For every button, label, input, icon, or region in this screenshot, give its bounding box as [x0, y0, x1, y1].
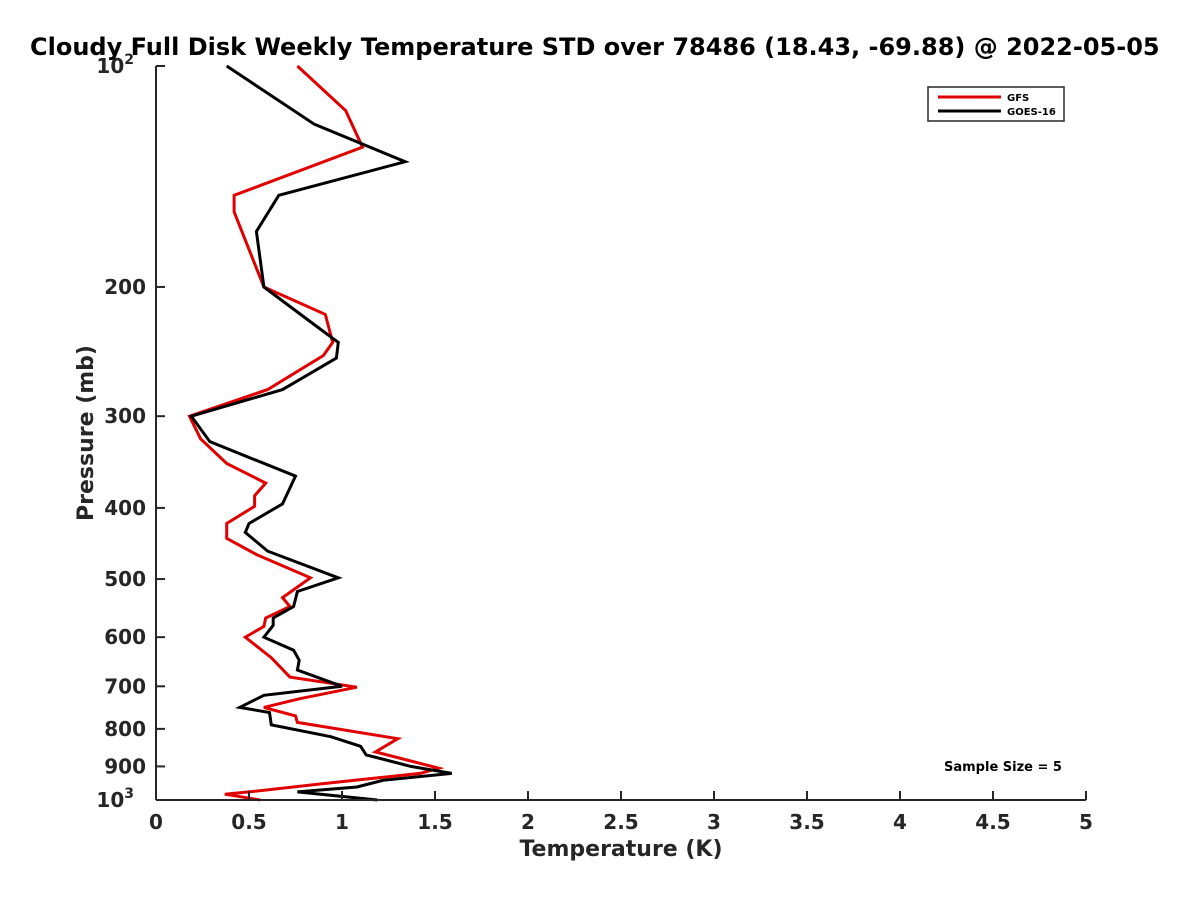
x-tick-label: 1: [335, 810, 349, 834]
series-layer: [187, 64, 452, 802]
x-tick-label: 2: [521, 810, 535, 834]
x-tick-label: 3.5: [789, 810, 824, 834]
x-tick-label: 0.5: [231, 810, 266, 834]
y-tick-label: 102: [96, 52, 134, 78]
legend-box: [927, 86, 1065, 122]
axes-layer: 0 0.5 1 1.5 2 2.5 3 3.5 4 4.5 5 102 200 300 400 500 600 7…: [96, 52, 1093, 834]
x-axis-label: Temperature (K): [519, 837, 722, 862]
y-tick-label: 900: [104, 754, 146, 778]
x-tick-label: 3: [707, 810, 721, 834]
text-layer: Cloudy Full Disk Weekly Temperature STD …: [30, 33, 1160, 862]
x-tick-label: 4: [893, 810, 907, 834]
y-tick-label: 500: [104, 567, 146, 591]
legend-entry: GOES-16: [1007, 107, 1056, 118]
y-tick-label: 800: [104, 717, 146, 741]
y-tick-label: 300: [104, 404, 146, 428]
y-axis-label: Pressure (mb): [74, 345, 99, 521]
y-tick-label: 200: [104, 275, 146, 299]
legend: GFS GOES-16: [927, 86, 1065, 122]
y-tick-label: 400: [104, 496, 146, 520]
legend-entry: GFS: [1007, 93, 1029, 104]
y-tick-label: 700: [104, 674, 146, 698]
x-tick-label: 5: [1079, 810, 1093, 834]
x-tick-label: 0: [149, 810, 163, 834]
y-tick-label: 103: [96, 786, 134, 812]
series-line-gfs: [187, 64, 445, 802]
sample-size-annotation: Sample Size = 5: [944, 760, 1062, 775]
x-tick-label: 1.5: [417, 810, 452, 834]
series-line-goes-16: [188, 64, 452, 802]
x-tick-label: 4.5: [975, 810, 1010, 834]
chart-title: Cloudy Full Disk Weekly Temperature STD …: [30, 33, 1160, 61]
y-tick-label: 600: [104, 625, 146, 649]
x-tick-label: 2.5: [603, 810, 638, 834]
